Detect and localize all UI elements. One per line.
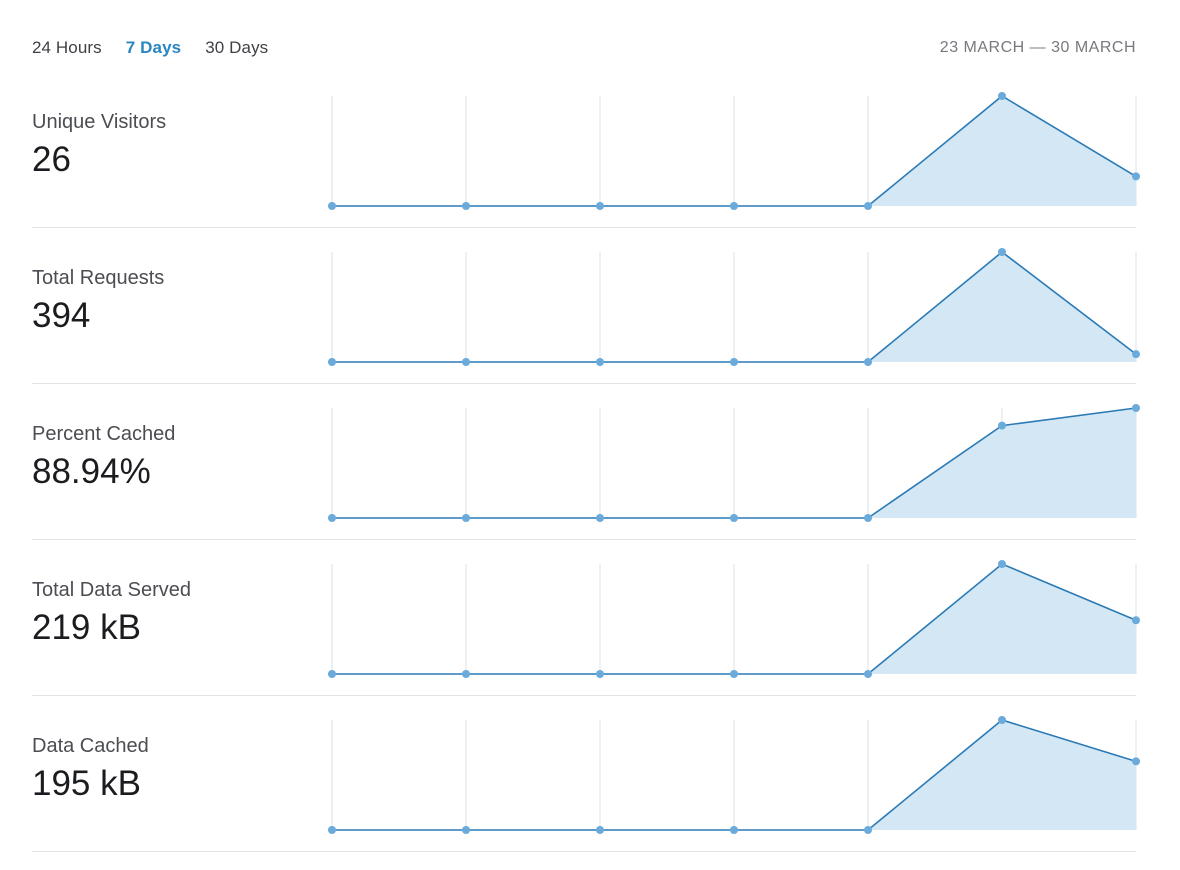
series-area xyxy=(332,720,1136,830)
range-tab-7-days[interactable]: 7 Days xyxy=(125,38,182,57)
data-point xyxy=(462,826,470,834)
metric-row-percent-cached: Percent Cached 88.94% xyxy=(32,384,1140,540)
date-range: 23 MARCH — 30 MARCH xyxy=(939,39,1136,56)
metric-row-data-cached: Data Cached 195 kB xyxy=(32,696,1140,852)
data-point xyxy=(1132,616,1140,625)
data-point xyxy=(730,202,738,210)
range-tabs: 24 Hours 7 Days 30 Days xyxy=(32,38,268,58)
data-point xyxy=(462,358,470,366)
data-point xyxy=(864,514,872,522)
metric-value: 26 xyxy=(32,140,71,179)
data-point xyxy=(328,202,336,210)
data-point xyxy=(730,358,738,366)
metric-text: Total Requests 394 xyxy=(32,264,164,338)
metric-value: 195 kB xyxy=(32,764,141,803)
data-point xyxy=(730,670,738,678)
data-point xyxy=(462,514,470,522)
range-tab-24-hours[interactable]: 24 Hours xyxy=(32,38,102,57)
series-area xyxy=(332,96,1136,206)
metric-label: Total Data Served xyxy=(32,579,191,601)
sparkline-chart xyxy=(328,92,1140,210)
data-point xyxy=(864,202,872,210)
metric-text: Percent Cached 88.94% xyxy=(32,420,175,494)
metric-label: Unique Visitors xyxy=(32,111,167,133)
data-point xyxy=(730,826,738,834)
metric-row-unique-visitors: Unique Visitors 26 xyxy=(32,72,1140,228)
metric-value: 394 xyxy=(32,296,91,335)
sparkline-chart xyxy=(328,404,1140,522)
metric-value: 219 kB xyxy=(32,608,141,647)
metric-label: Data Cached xyxy=(32,735,149,757)
sparkline-chart xyxy=(328,560,1140,678)
metric-text: Unique Visitors 26 xyxy=(32,108,166,182)
data-point xyxy=(1132,172,1140,181)
data-point xyxy=(864,670,872,678)
data-point xyxy=(864,358,872,366)
metrics-list: Unique Visitors 26 Total Requests 394 Pe… xyxy=(32,72,1140,852)
data-point xyxy=(864,826,872,834)
metric-text: Total Data Served 219 kB xyxy=(32,576,191,650)
data-point xyxy=(596,202,604,210)
data-point xyxy=(1132,350,1140,359)
range-tab-30-days[interactable]: 30 Days xyxy=(205,38,269,57)
data-point xyxy=(328,826,336,834)
data-point xyxy=(998,421,1006,430)
metric-row-total-requests: Total Requests 394 xyxy=(32,228,1140,384)
data-point xyxy=(596,670,604,678)
data-point xyxy=(596,514,604,522)
data-point xyxy=(1132,404,1140,412)
data-point xyxy=(462,202,470,210)
data-point xyxy=(1132,757,1140,766)
data-point xyxy=(328,514,336,522)
metric-value: 88.94% xyxy=(32,452,151,491)
metric-label: Percent Cached xyxy=(32,423,176,445)
metric-label: Total Requests xyxy=(32,267,165,289)
data-point xyxy=(328,670,336,678)
data-point xyxy=(596,826,604,834)
data-point xyxy=(998,248,1006,256)
series-area xyxy=(332,564,1136,674)
data-point xyxy=(462,670,470,678)
data-point xyxy=(596,358,604,366)
data-point xyxy=(730,514,738,522)
series-area xyxy=(332,408,1136,518)
sparkline-chart xyxy=(328,716,1140,834)
data-point xyxy=(328,358,336,366)
sparkline-chart xyxy=(328,248,1140,366)
series-area xyxy=(332,252,1136,362)
data-point xyxy=(998,92,1006,100)
metric-text: Data Cached 195 kB xyxy=(32,732,149,806)
metric-row-total-data-served: Total Data Served 219 kB xyxy=(32,540,1140,696)
data-point xyxy=(998,716,1006,724)
data-point xyxy=(998,560,1006,568)
toolbar: 24 Hours 7 Days 30 Days 23 MARCH — 30 MA… xyxy=(32,28,1136,68)
